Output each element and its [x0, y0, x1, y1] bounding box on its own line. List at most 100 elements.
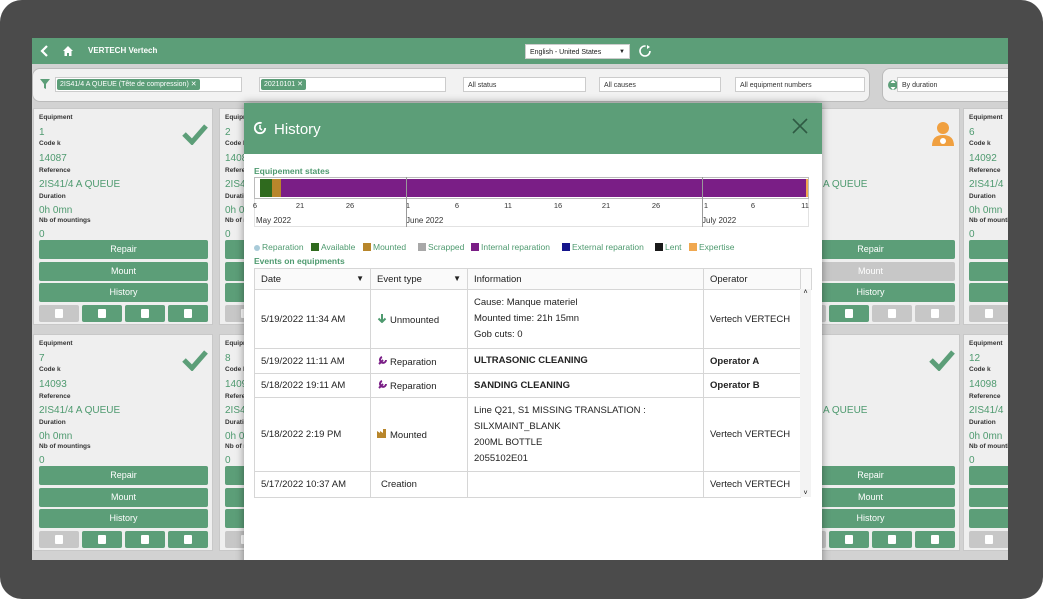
legend-label: Expertise [699, 242, 735, 252]
status-filter[interactable]: All status [463, 77, 586, 92]
mount-button[interactable]: Mount [969, 261, 1008, 281]
scroll-header [800, 268, 812, 290]
icon-button[interactable] [125, 531, 165, 548]
events-table-wrap: Date ▼ Event type ▼ Information Operator 5/19/… [254, 268, 812, 498]
back-button[interactable] [40, 45, 50, 57]
icon-glyph [845, 309, 853, 318]
column-title: Event type [377, 273, 422, 285]
icon-button[interactable] [82, 305, 122, 322]
app-title: VERTECH Vertech [88, 46, 158, 55]
legend-label: External reparation [572, 242, 644, 252]
refresh-button[interactable] [638, 44, 652, 58]
icon-button[interactable] [915, 531, 955, 548]
home-button[interactable] [62, 45, 74, 57]
repair-button[interactable]: Repair [786, 240, 955, 259]
event-type-text: Reparation [390, 381, 437, 392]
history-button[interactable]: History [969, 283, 1008, 302]
field-value: 1409 [225, 379, 248, 390]
causes-filter[interactable]: All causes [599, 77, 721, 92]
mount-button[interactable]: Mount [969, 487, 1008, 507]
legend-item: Reparation [254, 242, 304, 252]
field-value: 0h 0 [225, 205, 245, 216]
legend-swatch [254, 245, 260, 251]
legend-swatch [655, 243, 663, 251]
sort-bar: By duration [882, 68, 1008, 102]
equipment-card: Equipment 6 Code k 14092 Reference 2IS41/4 Dur… [963, 108, 1008, 325]
events-table: Date ▼ Event type ▼ Information Operator 5/19/… [254, 268, 812, 498]
field-label: Reference [969, 393, 1001, 400]
column-filter[interactable]: ▼ [453, 273, 461, 283]
chip-text: 2IS41/4 A QUEUE (Tête de compression) [60, 81, 189, 88]
info-line: 200ML BOTTLE [474, 436, 543, 448]
history-button[interactable]: History [786, 283, 955, 302]
info-line: ULTRASONIC CLEANING [474, 355, 588, 366]
status-person [931, 121, 955, 152]
history-button[interactable]: History [39, 509, 208, 528]
repair-button[interactable]: Repair [39, 240, 208, 259]
mount-button[interactable]: Mount [786, 261, 955, 281]
icon-button[interactable] [125, 305, 165, 322]
equipment-filter[interactable]: 2IS41/4 A QUEUE (Tête de compression) ✕ [55, 77, 242, 92]
field-value: 0 [969, 455, 975, 466]
field-label: Reference [969, 167, 1001, 174]
legend-item: Internal reparation [471, 242, 550, 252]
column-filter[interactable]: ▼ [356, 273, 364, 283]
modal-header: History [244, 103, 822, 154]
field-label: Equipment [225, 340, 259, 347]
button-text: History [109, 287, 138, 297]
state-segment [806, 179, 808, 197]
info-line: 2055102E01 [474, 452, 528, 464]
icon-button[interactable] [39, 531, 79, 548]
icon-button[interactable] [39, 305, 79, 322]
repair-button[interactable]: Repair [39, 466, 208, 485]
repair-button[interactable]: Repair [786, 466, 955, 485]
scrollbar[interactable]: ˄ ˅ [800, 289, 811, 497]
column-title: Date [261, 273, 282, 285]
date-chip[interactable]: 20210101 ✕ [261, 79, 306, 90]
language-text: English - United States [530, 49, 602, 56]
icon-button[interactable] [969, 305, 1008, 322]
icon-button[interactable] [168, 531, 208, 548]
date-filter[interactable]: 20210101 ✕ [259, 77, 446, 92]
field-label: Duration [225, 419, 252, 426]
field-label: Code k [969, 140, 991, 147]
close-button[interactable] [792, 118, 808, 134]
language-select[interactable]: English - United States ▼ [525, 44, 630, 59]
icon-button[interactable] [82, 531, 122, 548]
icon-glyph [184, 309, 192, 318]
mount-button[interactable]: Mount [39, 261, 208, 281]
history-button[interactable]: History [969, 509, 1008, 528]
history-button[interactable]: History [786, 509, 955, 528]
event-row: 5/19/2022 11:34 AM Unmounted Cause: Manque… [254, 289, 812, 349]
history-button[interactable]: History [39, 283, 208, 302]
field-label: Reference [225, 393, 257, 400]
status-person-svg [932, 122, 954, 146]
event-icon [377, 380, 387, 392]
icon-button[interactable] [829, 305, 869, 322]
mount-button[interactable]: Mount [786, 487, 955, 507]
equipment-numbers-filter[interactable]: All equipment numbers [735, 77, 865, 92]
status-check [929, 349, 955, 376]
icon-button[interactable] [829, 531, 869, 548]
icon-button[interactable] [915, 305, 955, 322]
icon-button[interactable] [872, 531, 912, 548]
column-header: Date ▼ [254, 268, 371, 290]
field-label: Nb of mountings [39, 443, 91, 450]
repair-button[interactable]: Repair [969, 240, 1008, 259]
icon-button[interactable] [969, 531, 1008, 548]
icon-button[interactable] [168, 305, 208, 322]
icon-glyph [888, 535, 896, 544]
timeline-tick: 21 [295, 201, 305, 210]
icon-button[interactable] [872, 305, 912, 322]
event-operator: Operator B [703, 373, 801, 398]
mount-button[interactable]: Mount [39, 487, 208, 507]
field-label: Nb of mountings [969, 443, 1008, 450]
equipment-chip[interactable]: 2IS41/4 A QUEUE (Tête de compression) ✕ [57, 79, 200, 90]
button-text: Repair [110, 470, 137, 480]
state-segment [281, 179, 806, 197]
info-line: Mounted time: 21h 15mn [474, 313, 580, 324]
repair-button[interactable]: Repair [969, 466, 1008, 485]
field-label: Code k [969, 366, 991, 373]
button-text: Mount [857, 265, 883, 276]
sort-select[interactable]: By duration [897, 77, 1008, 92]
